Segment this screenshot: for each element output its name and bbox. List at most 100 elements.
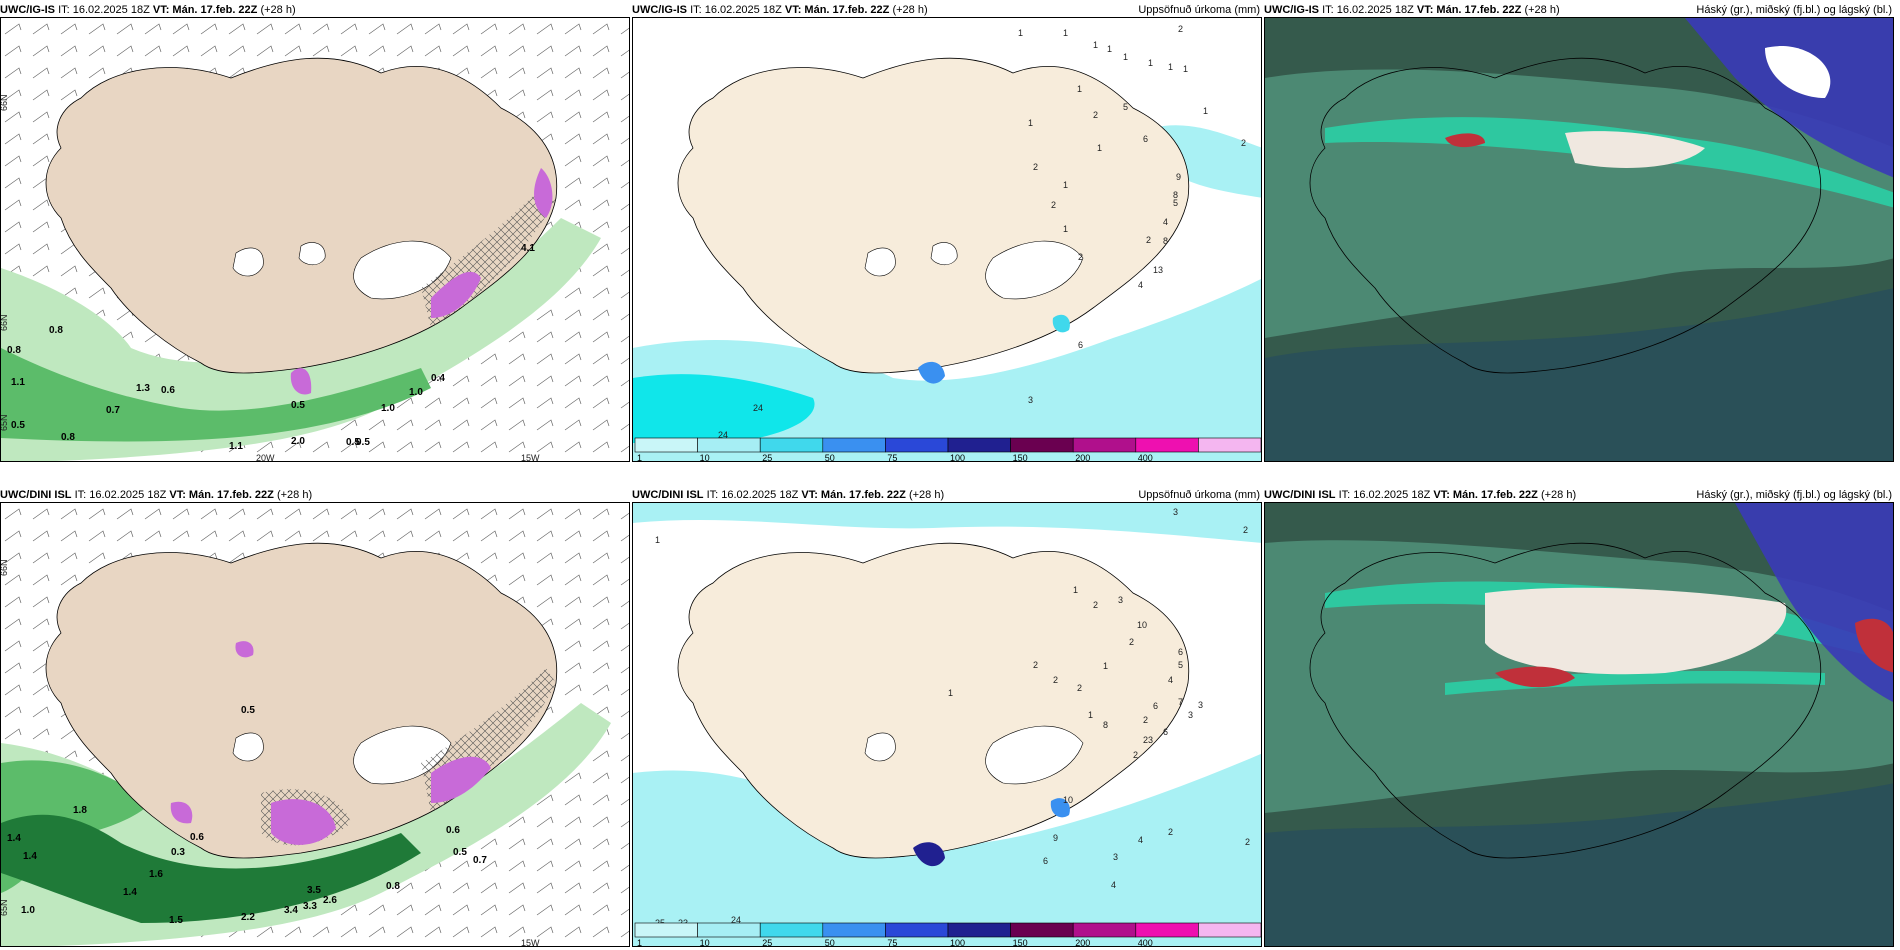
svg-text:0.5: 0.5 bbox=[346, 437, 360, 448]
svg-text:24: 24 bbox=[753, 403, 763, 413]
colorbar-swatch bbox=[1010, 437, 1074, 453]
svg-text:1: 1 bbox=[1077, 84, 1082, 94]
svg-text:6: 6 bbox=[1163, 727, 1168, 737]
svg-text:2: 2 bbox=[1133, 750, 1138, 760]
svg-text:1.0: 1.0 bbox=[21, 905, 35, 916]
init-time: IT: 16.02.2025 18Z bbox=[706, 489, 799, 501]
cloud-map bbox=[1264, 502, 1894, 947]
svg-text:0.6: 0.6 bbox=[446, 825, 460, 836]
sea-precip-light bbox=[633, 503, 1261, 946]
svg-text:10: 10 bbox=[1063, 795, 1073, 805]
colorbar-tick-label: 200 bbox=[1075, 453, 1090, 462]
svg-text:0.8: 0.8 bbox=[61, 432, 75, 443]
panel-header: UWC/IG-IS IT: 16.02.2025 18Z VT: Mán. 17… bbox=[0, 0, 630, 20]
panel-header: UWC/DINI ISL IT: 16.02.2025 18Z VT: Mán.… bbox=[1264, 485, 1894, 505]
precip-map: 2 1 3 1 2 3 10 2 6 5 4 1 2 2 6 7 3 2 23 … bbox=[632, 502, 1262, 947]
svg-text:7: 7 bbox=[1178, 697, 1183, 707]
init-time: IT: 16.02.2025 18Z bbox=[1338, 489, 1431, 501]
precip-core-myrdalsjokull bbox=[918, 361, 945, 384]
cloud-title: Háský (gr.), miðský (fj.bl.) og lágský (… bbox=[1696, 4, 1892, 16]
precip-panel-row2: UWC/DINI ISL IT: 16.02.2025 18Z VT: Mán.… bbox=[632, 485, 1262, 950]
colorbar-tick-label: 1 bbox=[637, 453, 642, 462]
iceland-outline bbox=[1309, 57, 1822, 374]
cloud-map bbox=[1264, 17, 1894, 462]
svg-text:1: 1 bbox=[948, 688, 953, 698]
svg-text:1: 1 bbox=[1203, 106, 1208, 116]
svg-text:20W: 20W bbox=[256, 453, 275, 462]
cloud-high-blue bbox=[1735, 503, 1893, 702]
svg-text:1.3: 1.3 bbox=[136, 383, 150, 394]
cloud-map-svg bbox=[1265, 503, 1893, 946]
svg-text:1: 1 bbox=[1093, 40, 1098, 50]
svg-text:2: 2 bbox=[1146, 235, 1151, 245]
svg-text:9: 9 bbox=[1176, 172, 1181, 182]
svg-text:8: 8 bbox=[1103, 720, 1108, 730]
precip-colorbar: 1 10 25 50 75 100 150 200 400 bbox=[634, 922, 1261, 947]
svg-text:1: 1 bbox=[1123, 52, 1128, 62]
svg-text:3: 3 bbox=[1113, 852, 1118, 862]
svg-text:1.1: 1.1 bbox=[229, 441, 243, 452]
precip-core-se bbox=[1050, 798, 1070, 818]
colorbar-swatch bbox=[759, 437, 824, 453]
glacier-langjokull bbox=[864, 247, 896, 277]
svg-text:4: 4 bbox=[1168, 675, 1173, 685]
svg-text:2: 2 bbox=[1168, 827, 1173, 837]
colorbar-tick-label: 50 bbox=[825, 938, 835, 947]
svg-text:2: 2 bbox=[1243, 525, 1248, 535]
glacier-langjokull bbox=[864, 732, 896, 762]
svg-text:0.5: 0.5 bbox=[241, 705, 255, 716]
cloud-lower-dark bbox=[1265, 783, 1893, 946]
svg-text:1: 1 bbox=[1018, 28, 1023, 38]
svg-text:6: 6 bbox=[1178, 647, 1183, 657]
cloud-clear-patch bbox=[1565, 131, 1705, 168]
svg-text:1: 1 bbox=[1148, 58, 1153, 68]
svg-text:6: 6 bbox=[1078, 340, 1083, 350]
svg-text:4: 4 bbox=[1163, 217, 1168, 227]
svg-text:65N: 65N bbox=[1, 899, 9, 916]
svg-text:0.7: 0.7 bbox=[473, 855, 487, 866]
precip-title: Uppsöfnuð úrkoma (mm) bbox=[1138, 4, 1260, 16]
precip-panel-row1: UWC/IG-IS IT: 16.02.2025 18Z VT: Mán. 17… bbox=[632, 0, 1262, 465]
valid-time: VT: Mán. 17.feb. 22Z bbox=[1416, 4, 1522, 16]
svg-text:5: 5 bbox=[1173, 198, 1178, 208]
cloud-high-blue bbox=[1685, 18, 1893, 178]
svg-text:2.2: 2.2 bbox=[241, 912, 255, 923]
svg-text:0.5: 0.5 bbox=[356, 437, 370, 448]
svg-text:1.5: 1.5 bbox=[169, 915, 183, 926]
svg-text:2: 2 bbox=[1077, 683, 1082, 693]
cloud-clear-patch bbox=[1485, 587, 1787, 675]
cloud-lower-dark bbox=[1265, 288, 1893, 461]
svg-text:1: 1 bbox=[1097, 143, 1102, 153]
colorbar-swatch bbox=[885, 922, 949, 938]
colorbar-swatch bbox=[1198, 922, 1261, 938]
valid-time: VT: Mán. 17.feb. 22Z bbox=[169, 489, 274, 501]
svg-text:2: 2 bbox=[1093, 600, 1098, 610]
colorbar-tick-label: 10 bbox=[700, 453, 710, 462]
svg-text:1: 1 bbox=[1063, 28, 1068, 38]
colorbar-swatch bbox=[697, 922, 761, 938]
svg-text:3.3: 3.3 bbox=[303, 901, 317, 912]
cloud-panel-row2: UWC/DINI ISL IT: 16.02.2025 18Z VT: Mán.… bbox=[1264, 485, 1894, 950]
colorbar-swatch bbox=[947, 437, 1011, 453]
svg-text:65N: 65N bbox=[1, 414, 9, 431]
valid-time: VT: Mán. 17.feb. 22Z bbox=[1433, 489, 1538, 501]
colorbar-tick-label: 10 bbox=[700, 938, 710, 947]
cloud-map-svg bbox=[1265, 18, 1893, 461]
colorbar-swatch bbox=[1010, 922, 1074, 938]
svg-text:6: 6 bbox=[1043, 856, 1048, 866]
svg-text:3: 3 bbox=[1118, 595, 1123, 605]
svg-text:2: 2 bbox=[1178, 24, 1183, 34]
precip-colorbar: 1 10 25 50 75 100 150 200 400 bbox=[634, 437, 1261, 462]
svg-text:1: 1 bbox=[1028, 118, 1033, 128]
svg-text:1: 1 bbox=[1088, 710, 1093, 720]
svg-text:1.0: 1.0 bbox=[409, 387, 423, 398]
svg-text:8: 8 bbox=[1163, 236, 1168, 246]
colorbar-swatch bbox=[1198, 437, 1261, 453]
svg-text:1: 1 bbox=[1103, 661, 1108, 671]
svg-text:6: 6 bbox=[1153, 701, 1158, 711]
axis-labels: 66N 66N 65N 20W 15W bbox=[1, 94, 540, 462]
colorbar-swatch bbox=[697, 437, 761, 453]
svg-text:10: 10 bbox=[1137, 620, 1147, 630]
panel-header: UWC/IG-IS IT: 16.02.2025 18Z VT: Mán. 17… bbox=[632, 0, 1262, 20]
svg-text:3.5: 3.5 bbox=[307, 885, 321, 896]
